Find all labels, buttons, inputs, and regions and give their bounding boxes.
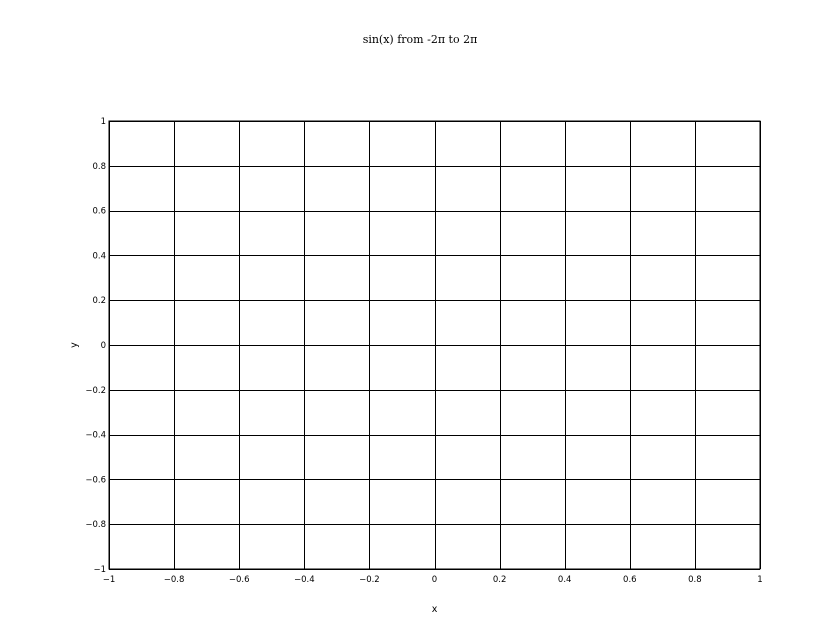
x-tick-label: −1: [103, 575, 116, 585]
x-axis-ticks: −1 −0.8 −0.6 −0.4 −0.2 0 0.2 0.4 0.6 0.8 1: [103, 121, 763, 585]
y-tick-label: −0.4: [85, 431, 106, 441]
x-tick-label: 0.6: [623, 575, 637, 585]
chart-title: sin(x) from -2π to 2π: [363, 33, 478, 46]
x-tick-label: 0: [432, 575, 437, 585]
y-tick-label: 0: [101, 341, 106, 351]
x-tick-label: −0.6: [229, 575, 250, 585]
x-tick-label: 1: [757, 575, 762, 585]
x-tick-label: −0.2: [359, 575, 380, 585]
x-tick-label: 0.2: [493, 575, 507, 585]
x-tick-label: −0.8: [164, 575, 185, 585]
y-tick-label: 0.8: [92, 162, 106, 172]
y-tick-label: 0.6: [92, 207, 106, 217]
y-tick-label: −1: [93, 565, 106, 575]
y-tick-label: −0.8: [85, 520, 106, 530]
y-tick-label: 0.2: [92, 296, 106, 306]
x-tick-label: 0.8: [688, 575, 702, 585]
y-tick-label: 1: [101, 117, 106, 127]
x-tick-label: −0.4: [294, 575, 315, 585]
y-tick-label: −0.2: [85, 386, 106, 396]
x-axis-label: x: [432, 604, 438, 615]
y-axis-ticks: −1 −0.8 −0.6 −0.4 −0.2 0 0.2 0.4 0.6 0.8 1: [85, 117, 760, 575]
y-axis-label: y: [69, 342, 80, 348]
y-tick-label: −0.6: [85, 475, 106, 485]
y-tick-label: 0.4: [92, 251, 106, 261]
x-tick-label: 0.4: [558, 575, 572, 585]
